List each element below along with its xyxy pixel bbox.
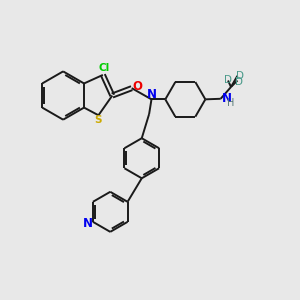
Text: D: D [235,77,243,87]
Text: Cl: Cl [99,63,110,73]
Text: N: N [82,217,93,230]
Text: O: O [132,80,142,93]
Text: N: N [146,88,157,101]
Text: D: D [224,75,232,85]
Text: S: S [94,115,101,125]
Text: N: N [222,92,232,105]
Text: H: H [227,98,235,108]
Text: D: D [236,71,244,81]
